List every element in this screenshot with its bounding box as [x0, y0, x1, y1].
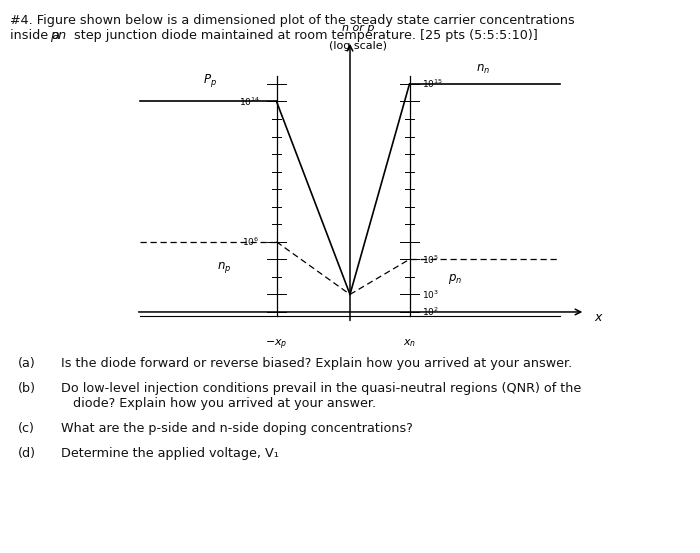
- Text: diode? Explain how you arrived at your answer.: diode? Explain how you arrived at your a…: [57, 397, 377, 410]
- Text: $10^2$: $10^2$: [422, 306, 439, 318]
- Text: inside a: inside a: [10, 29, 64, 42]
- Text: (a): (a): [18, 357, 35, 370]
- Text: $p_n$: $p_n$: [448, 272, 462, 286]
- Text: What are the p-side and n-side doping concentrations?: What are the p-side and n-side doping co…: [57, 422, 413, 435]
- Text: $x_n$: $x_n$: [403, 337, 416, 349]
- Text: (d): (d): [18, 447, 36, 460]
- Text: (log scale): (log scale): [330, 41, 387, 51]
- Text: $10^5$: $10^5$: [422, 253, 439, 265]
- Text: $10^3$: $10^3$: [422, 288, 439, 301]
- Text: $P_p$: $P_p$: [203, 72, 217, 88]
- Text: Is the diode forward or reverse biased? Explain how you arrived at your answer.: Is the diode forward or reverse biased? …: [57, 357, 573, 370]
- Text: Do low-level injection conditions prevail in the quasi-neutral regions (QNR) of : Do low-level injection conditions prevai…: [57, 382, 582, 395]
- Text: n or p: n or p: [342, 23, 375, 33]
- Text: $n_p$: $n_p$: [217, 259, 231, 275]
- Text: $10^6$: $10^6$: [242, 236, 260, 248]
- Text: $10^{15}$: $10^{15}$: [422, 78, 443, 90]
- Text: $\it{x}$: $\it{x}$: [594, 311, 603, 324]
- Text: #4. Figure shown below is a dimensioned plot of the steady state carrier concent: #4. Figure shown below is a dimensioned …: [10, 14, 575, 27]
- Text: $-x_p$: $-x_p$: [265, 337, 288, 352]
- Text: pn: pn: [50, 29, 66, 42]
- Text: Determine the applied voltage, V₁: Determine the applied voltage, V₁: [57, 447, 279, 460]
- Text: (c): (c): [18, 422, 34, 435]
- Text: (b): (b): [18, 382, 36, 395]
- Text: $10^{14}$: $10^{14}$: [239, 95, 260, 108]
- Text: step junction diode maintained at room temperature. [25 pts (5:5:5:10)]: step junction diode maintained at room t…: [70, 29, 538, 42]
- Text: $n_n$: $n_n$: [476, 63, 490, 76]
